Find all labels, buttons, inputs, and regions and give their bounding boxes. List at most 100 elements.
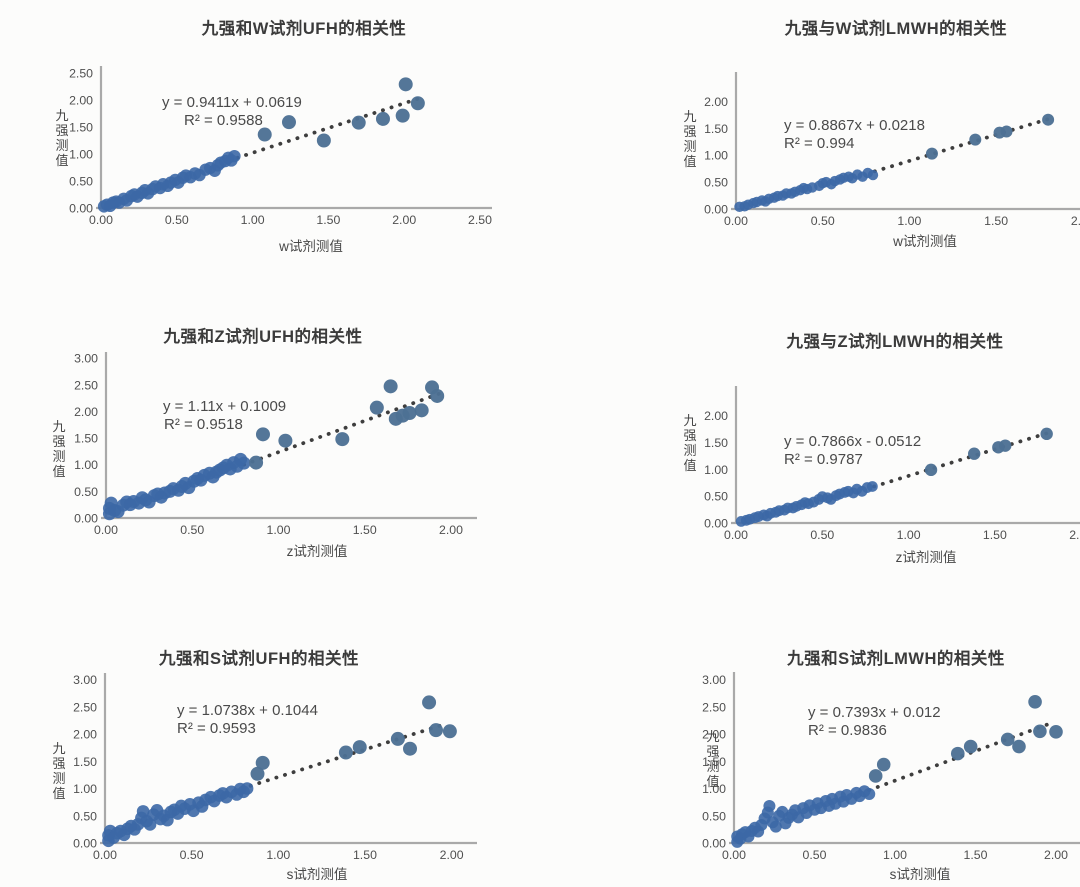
outlier-points	[257, 77, 425, 148]
x-axis-label: z试剂测值	[896, 550, 957, 565]
y-tick-label: 2.00	[74, 405, 98, 419]
data-point	[369, 400, 384, 415]
data-point	[429, 723, 444, 738]
data-point	[281, 115, 296, 130]
data-point	[351, 115, 366, 130]
data-point	[999, 439, 1012, 452]
chart-title: 九强与W试剂LMWH的相关性	[784, 18, 1007, 38]
data-point	[1000, 125, 1013, 138]
y-tick-label: 0.50	[73, 809, 97, 823]
tick-labels: 0.00 0.50 1.00 1.50 2.00 0.00 0.50 1.00 1.50 2.00…	[73, 673, 464, 862]
data-point	[876, 757, 891, 772]
r-squared-value: R² = 0.9588	[184, 112, 263, 129]
data-point	[866, 481, 878, 492]
y-axis-label: 九强测值	[706, 729, 719, 789]
trend-equation: y = 0.7866x - 0.0512	[784, 433, 921, 450]
data-point	[398, 77, 413, 92]
x-tick-label: 0.00	[89, 213, 113, 227]
x-tick-label: 0.50	[810, 528, 834, 542]
scatter-chart-lmwh-w: 九强与W试剂LMWH的相关性0.000.501.001.502.000.000.…	[580, 16, 1080, 316]
data-point	[395, 108, 410, 123]
y-tick-label: 1.50	[702, 755, 726, 769]
tick-labels: 0.00 0.50 1.00 1.50 2.00 2.50 0.00 0.50 1.00 1.50…	[69, 67, 492, 228]
chart-title: 九强与Z试剂LMWH的相关性	[786, 331, 1004, 351]
data-point	[925, 147, 938, 160]
outlier-points	[250, 695, 457, 781]
data-point	[863, 787, 876, 800]
y-tick-label: 1.50	[74, 432, 98, 446]
data-point	[442, 724, 457, 739]
x-tick-label: 2.00	[439, 523, 463, 537]
y-tick-label: 1.50	[73, 755, 97, 769]
data-point	[1012, 739, 1026, 754]
data-point	[257, 127, 272, 142]
y-tick-label: 1.50	[704, 436, 728, 450]
r-squared-value: R² = 0.9787	[784, 451, 863, 468]
x-tick-label: 0.50	[180, 523, 204, 537]
x-axis-label: w试剂测值	[278, 239, 343, 254]
x-tick-label: 1.00	[883, 848, 907, 862]
outlier-points	[924, 427, 1053, 477]
scatter-chart-lmwh-s: 九强和S试剂LMWH的相关性0.000.501.001.502.000.000.…	[580, 616, 1080, 887]
data-point	[250, 766, 265, 781]
y-axis-label: 九强测值	[683, 109, 696, 169]
data-point	[963, 739, 978, 754]
data-point	[237, 456, 251, 470]
trend-equation: y = 1.0738x + 0.1044	[177, 702, 318, 719]
data-point	[255, 427, 270, 442]
y-tick-label: 1.00	[74, 458, 98, 472]
data-point	[430, 388, 445, 403]
scatter-chart-lmwh-z: 九强与Z试剂LMWH的相关性0.000.501.001.502.000.000.…	[580, 316, 1080, 616]
x-tick-label: 1.50	[353, 848, 377, 862]
x-tick-label: 1.00	[267, 523, 291, 537]
y-tick-label: 2.50	[73, 700, 97, 714]
data-point	[228, 149, 241, 163]
data-point	[338, 745, 353, 760]
y-tick-label: 2.50	[69, 67, 93, 81]
data-point	[335, 432, 350, 447]
y-tick-label: 0.50	[69, 175, 93, 189]
y-tick-label: 0.00	[702, 837, 726, 851]
data-point	[403, 741, 418, 756]
data-point	[422, 695, 437, 710]
x-tick-label: 0.00	[724, 528, 748, 542]
x-tick-label: 0.50	[803, 848, 827, 862]
x-tick-label: 1.50	[964, 848, 988, 862]
x-tick-label: 2.00	[440, 848, 464, 862]
chart-title: 九强和W试剂UFH的相关性	[201, 18, 406, 38]
data-point	[1033, 724, 1047, 739]
trend-line	[242, 391, 441, 467]
outlier-points	[868, 695, 1063, 783]
trend-equation: y = 0.8867x + 0.0218	[784, 117, 925, 134]
x-tick-label: 1.00	[897, 528, 921, 542]
x-tick-label: 2.00	[1044, 848, 1068, 862]
y-tick-label: 0.00	[69, 202, 93, 216]
data-point	[1000, 732, 1015, 747]
scatter-chart-ufh-w: 九强和W试剂UFH的相关性0.000.501.001.502.002.500.0…	[40, 16, 580, 316]
data-point	[410, 96, 425, 111]
chart-svg: 0.00 0.50 1.00 1.50 2.00 0.00 0.50 1.00 1.50 2.00…	[683, 18, 1080, 249]
y-tick-label: 0.00	[704, 517, 728, 531]
y-tick-label: 0.00	[73, 837, 97, 851]
data-point	[763, 799, 776, 812]
x-axis-label: s试剂测值	[890, 867, 951, 882]
cluster-points	[97, 149, 241, 213]
cluster-points	[102, 782, 254, 848]
y-tick-label: 1.00	[704, 149, 728, 163]
data-point	[769, 820, 782, 833]
y-tick-label: 2.00	[69, 94, 93, 108]
axes	[729, 672, 1080, 845]
x-tick-label: 0.50	[165, 213, 189, 227]
x-axis-label: w试剂测值	[892, 234, 957, 249]
data-point	[1040, 427, 1053, 441]
y-tick-label: 1.00	[73, 782, 97, 796]
y-tick-label: 0.00	[74, 512, 98, 526]
y-tick-label: 0.50	[74, 485, 98, 499]
x-tick-label: 0.00	[93, 848, 117, 862]
data-point	[316, 133, 331, 148]
chart-svg: 0.00 0.50 1.00 1.50 2.00 0.00 0.50 1.00 1.50 2.00…	[52, 326, 477, 559]
x-tick-label: 1.50	[983, 528, 1007, 542]
y-tick-label: 0.50	[704, 490, 728, 504]
axes	[100, 673, 477, 845]
y-tick-label: 1.50	[704, 122, 728, 136]
